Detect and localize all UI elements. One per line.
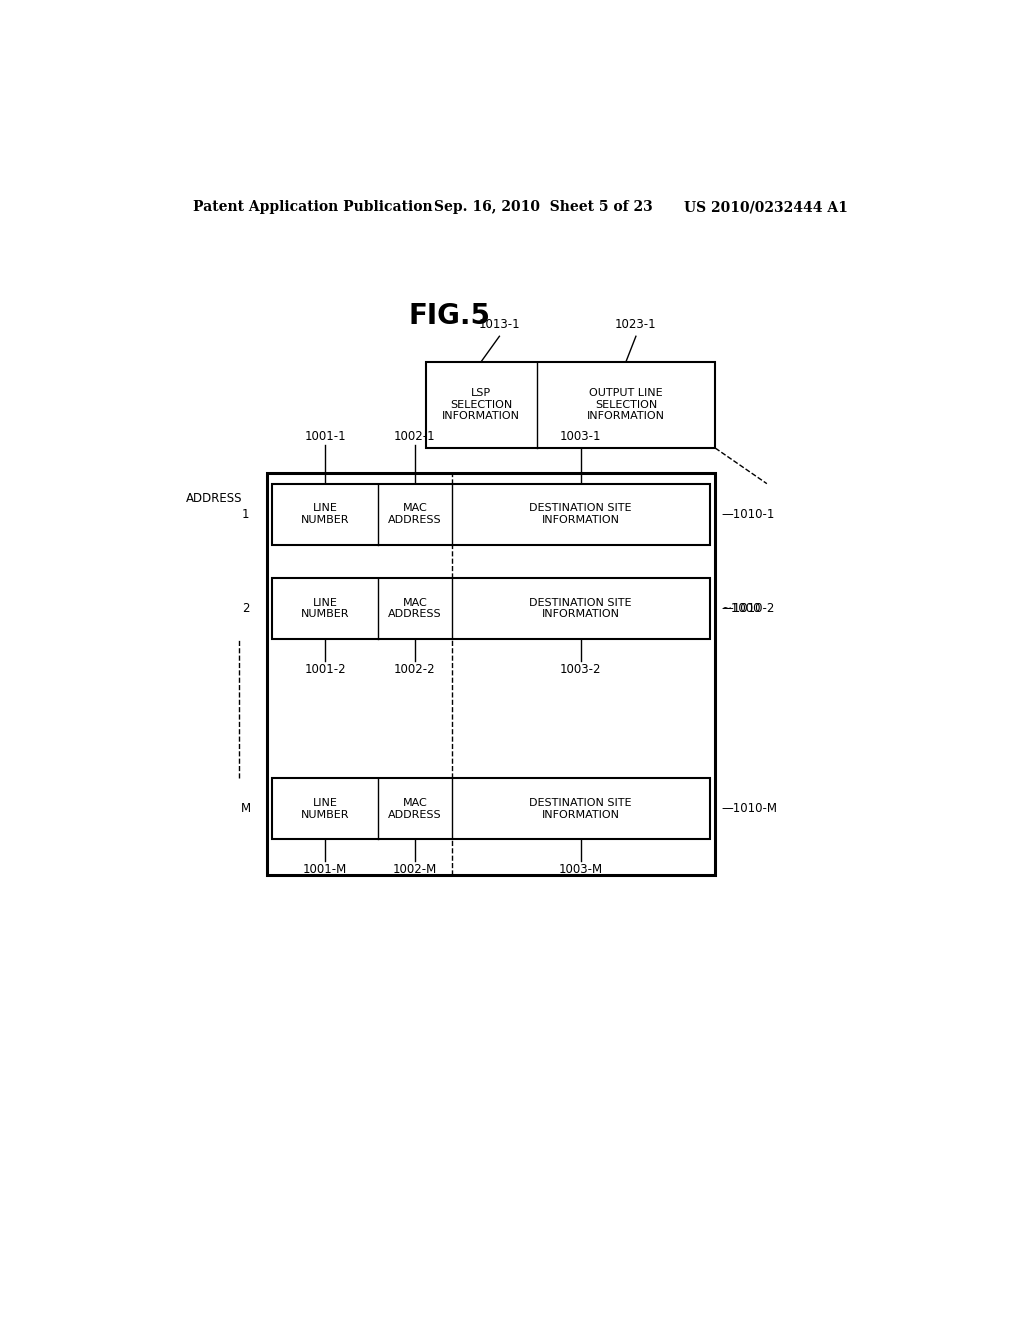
Bar — [272, 779, 710, 840]
Text: —1010-2: —1010-2 — [722, 602, 775, 615]
Text: 1002-M: 1002-M — [393, 863, 437, 875]
Text: 1003-2: 1003-2 — [560, 663, 601, 676]
Text: Sep. 16, 2010  Sheet 5 of 23: Sep. 16, 2010 Sheet 5 of 23 — [433, 201, 652, 214]
Text: 1013-1: 1013-1 — [478, 318, 520, 331]
Text: MAC
ADDRESS: MAC ADDRESS — [388, 598, 441, 619]
Text: 2: 2 — [242, 602, 249, 615]
Text: MAC
ADDRESS: MAC ADDRESS — [388, 503, 441, 525]
Text: DESTINATION SITE
INFORMATION: DESTINATION SITE INFORMATION — [529, 799, 632, 820]
Text: MAC
ADDRESS: MAC ADDRESS — [388, 799, 441, 820]
Text: 1001-M: 1001-M — [303, 863, 347, 875]
Text: FIG.5: FIG.5 — [409, 302, 490, 330]
Bar — [272, 578, 710, 639]
Text: 1023-1: 1023-1 — [615, 318, 656, 331]
Bar — [272, 483, 710, 545]
Bar — [426, 362, 715, 447]
Text: —1010-M: —1010-M — [722, 803, 777, 816]
Text: LINE
NUMBER: LINE NUMBER — [301, 799, 349, 820]
Text: M: M — [241, 803, 251, 816]
Text: LINE
NUMBER: LINE NUMBER — [301, 598, 349, 619]
Text: LINE
NUMBER: LINE NUMBER — [301, 503, 349, 525]
Text: ~1000: ~1000 — [722, 602, 761, 615]
Text: DESTINATION SITE
INFORMATION: DESTINATION SITE INFORMATION — [529, 503, 632, 525]
Text: US 2010/0232444 A1: US 2010/0232444 A1 — [684, 201, 848, 214]
Text: Patent Application Publication: Patent Application Publication — [194, 201, 433, 214]
Text: 1002-2: 1002-2 — [394, 663, 435, 676]
Text: OUTPUT LINE
SELECTION
INFORMATION: OUTPUT LINE SELECTION INFORMATION — [587, 388, 665, 421]
Text: DESTINATION SITE
INFORMATION: DESTINATION SITE INFORMATION — [529, 598, 632, 619]
Text: 1: 1 — [242, 508, 249, 520]
Text: 1002-1: 1002-1 — [394, 430, 435, 444]
Text: LSP
SELECTION
INFORMATION: LSP SELECTION INFORMATION — [442, 388, 520, 421]
Text: 1003-1: 1003-1 — [560, 430, 601, 444]
Text: 1001-1: 1001-1 — [304, 430, 346, 444]
Bar — [267, 474, 715, 875]
Text: —1010-1: —1010-1 — [722, 508, 775, 520]
Text: ADDRESS: ADDRESS — [185, 492, 242, 506]
Text: 1003-M: 1003-M — [559, 863, 603, 875]
Text: 1001-2: 1001-2 — [304, 663, 346, 676]
